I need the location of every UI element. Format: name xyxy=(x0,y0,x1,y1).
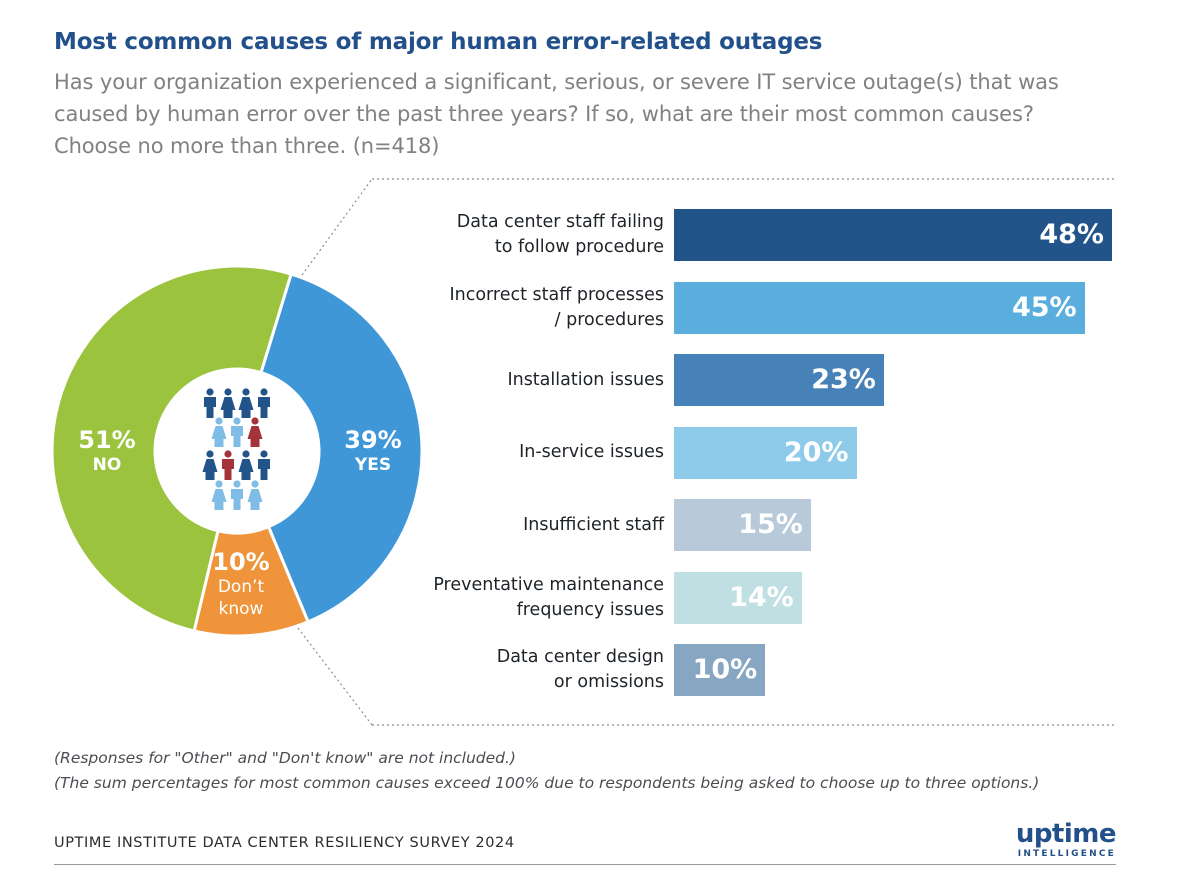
bar-category-line: Installation issues xyxy=(507,369,664,390)
slice-category: YES xyxy=(354,455,392,475)
uptime-logo: uptime INTELLIGENCE xyxy=(1015,819,1117,860)
connector-line xyxy=(297,627,373,726)
slice-value: 10% xyxy=(212,548,270,576)
slice-value: 39% xyxy=(344,426,402,454)
bar-category-label: Insufficient staff xyxy=(54,513,664,538)
slice-label-no: 51% NO xyxy=(52,426,162,476)
bar-value-label: 14% xyxy=(729,581,794,613)
slice-category: NO xyxy=(92,455,122,475)
bar-value-label: 45% xyxy=(1011,291,1077,323)
bar-category-label: In-service issues xyxy=(54,440,664,465)
footnote: (Responses for "Other" and "Don't know" … xyxy=(54,749,516,767)
subtitle-line: Choose no more than three. (n=418) xyxy=(54,134,440,158)
logo-wordmark: uptime xyxy=(1015,819,1117,849)
source-text: UPTIME INSTITUTE DATA CENTER RESILIENCY … xyxy=(54,835,515,851)
bar-category-line: Preventative maintenance xyxy=(433,574,664,595)
slice-label-dont-know: 10% Don’t know xyxy=(186,548,296,620)
bar: 20% xyxy=(674,426,857,479)
bar-value-label: 15% xyxy=(738,509,803,540)
slice-label-yes: 39% YES xyxy=(318,426,428,476)
bar-category-label: Data center staff failing to follow proce… xyxy=(54,210,664,260)
bar-category-line: to follow procedure xyxy=(494,237,664,257)
bar-value-label: 10% xyxy=(692,654,758,685)
callout-connector xyxy=(297,178,1116,726)
slice-value: 51% xyxy=(78,426,136,454)
bar-category-line: or omissions xyxy=(553,672,664,692)
bar-value-label: 48% xyxy=(1039,219,1104,250)
logo-subtitle: INTELLIGENCE xyxy=(1017,849,1116,859)
bar-category-line: Data center design xyxy=(496,647,664,667)
bar: 10% xyxy=(674,644,766,696)
chart-subtitle: Has your organization experienced a sign… xyxy=(54,66,1134,162)
bar-category-label: Installation issues xyxy=(54,368,664,393)
donut-hole xyxy=(155,369,319,533)
bar: 15% xyxy=(674,499,811,551)
bar-category-line: Insufficient staff xyxy=(523,514,664,535)
bar-category-line: / procedures xyxy=(554,309,664,330)
bar-value-label: 20% xyxy=(783,436,849,468)
bar-category-line: In-service issues xyxy=(519,442,664,462)
bar-category-label: Data center design or omissions xyxy=(54,645,664,695)
people-icon xyxy=(202,388,270,510)
bar: 45% xyxy=(674,281,1085,334)
bar-category-line: Incorrect staff processes xyxy=(449,284,664,305)
slice-category: Don’t xyxy=(217,577,265,597)
bar-category-label: Preventative maintenance frequency issues xyxy=(54,573,664,623)
subtitle-line: Has your organization experienced a sign… xyxy=(54,70,1059,94)
footer-divider xyxy=(54,864,1116,865)
bar: 48% xyxy=(674,209,1112,261)
bar-value-label: 23% xyxy=(811,364,876,395)
footnote: (The sum percentages for most common cau… xyxy=(54,774,1040,792)
chart-title: Most common causes of major human error-… xyxy=(54,29,823,55)
bar-category-label: Incorrect staff processes / procedures xyxy=(54,283,664,333)
bar: 23% xyxy=(674,354,884,406)
bar: 14% xyxy=(674,571,802,624)
donut-slices xyxy=(50,264,424,638)
slice-category: know xyxy=(218,599,264,619)
bar-category-line: Data center staff failing xyxy=(456,212,664,232)
subtitle-line: caused by human error over the past thre… xyxy=(54,102,1034,126)
bar-category-line: frequency issues xyxy=(516,599,664,620)
